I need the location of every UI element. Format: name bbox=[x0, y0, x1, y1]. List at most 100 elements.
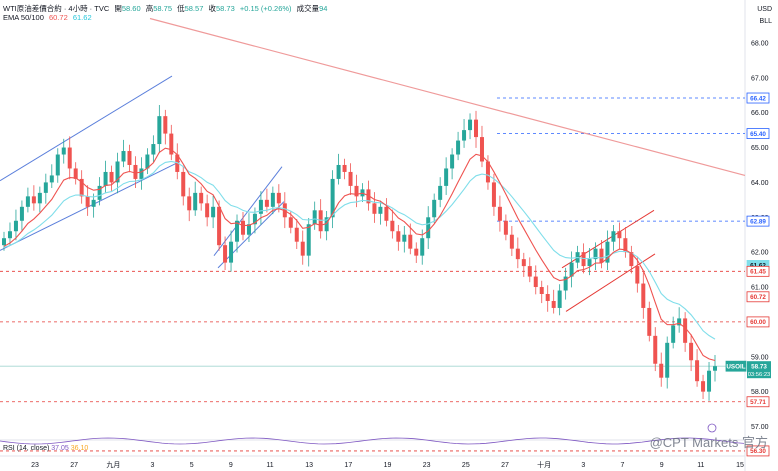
candle-body bbox=[300, 241, 305, 256]
candle-body bbox=[13, 220, 18, 232]
candle-body bbox=[85, 196, 90, 207]
symbol-badge-text: USOIL bbox=[726, 363, 745, 370]
ema50-line bbox=[3, 147, 716, 362]
high-value: 58.75 bbox=[153, 4, 172, 13]
candle-body bbox=[276, 192, 281, 204]
time-tick-label: 19 bbox=[384, 462, 392, 469]
rsi-line bbox=[0, 437, 745, 445]
blue-level-badge-box bbox=[746, 92, 770, 104]
candle-body bbox=[444, 168, 449, 186]
last-price-text: 58.73 bbox=[751, 363, 767, 370]
candle-body bbox=[294, 227, 299, 242]
candle-body bbox=[354, 185, 359, 197]
candle-body bbox=[264, 199, 269, 207]
red-level-badge-box bbox=[746, 265, 770, 277]
channel-lower-line bbox=[0, 161, 181, 251]
candle-body bbox=[342, 164, 347, 172]
time-tick-label: 23 bbox=[31, 462, 39, 469]
candle-body bbox=[402, 234, 407, 242]
price-tick-label: 64.00 bbox=[751, 180, 769, 187]
price-tick-label: 57.00 bbox=[751, 424, 769, 431]
time-tick-label: 11 bbox=[266, 462, 273, 469]
candle-body bbox=[115, 161, 120, 183]
candle-body bbox=[205, 203, 210, 218]
candle-body bbox=[581, 252, 586, 267]
candle-body bbox=[49, 175, 54, 183]
candle-body bbox=[103, 171, 108, 186]
candle-body bbox=[653, 335, 658, 364]
candle-body bbox=[671, 325, 676, 343]
blue-level-badge-text: 66.42 bbox=[750, 95, 766, 102]
time-tick-label: 7 bbox=[621, 462, 625, 469]
candle-body bbox=[109, 171, 114, 183]
candle-body bbox=[479, 137, 484, 162]
candle-body bbox=[336, 164, 341, 179]
candle-body bbox=[193, 192, 198, 211]
symbol-title: WTI原油差價合約 · 4小時 · TVC bbox=[3, 4, 110, 13]
time-tick-label: 3 bbox=[581, 462, 585, 469]
time-tick-label: 5 bbox=[190, 462, 194, 469]
candle-body bbox=[127, 151, 132, 165]
red-level-badge-text: 60.00 bbox=[750, 319, 766, 326]
candle-body bbox=[617, 231, 622, 239]
price-tick-label: 58.00 bbox=[751, 389, 769, 396]
candle-body bbox=[199, 192, 204, 204]
candle-body bbox=[545, 294, 550, 301]
candle-body bbox=[521, 259, 526, 267]
red-level-badge-text: 56.30 bbox=[750, 448, 766, 455]
close-value: 58.73 bbox=[215, 4, 235, 13]
price-tick-label: 62.00 bbox=[751, 250, 769, 257]
candle-body bbox=[348, 171, 353, 186]
candle-body bbox=[593, 248, 598, 260]
candle-body bbox=[599, 248, 604, 263]
candle-body bbox=[420, 238, 425, 256]
candle-body bbox=[97, 185, 102, 200]
red-level-badge-box bbox=[746, 396, 770, 408]
candle-body bbox=[515, 248, 520, 260]
candle-body bbox=[485, 161, 490, 183]
candle-body bbox=[139, 168, 144, 179]
candle-body bbox=[551, 300, 556, 308]
price-tick-label: 65.00 bbox=[751, 145, 769, 152]
price-tick-label: 61.00 bbox=[751, 285, 769, 292]
candle-body bbox=[25, 196, 30, 207]
red-level-badge-box bbox=[746, 316, 770, 328]
candle-body bbox=[491, 182, 496, 207]
blue-level-badge-box bbox=[746, 215, 770, 227]
candle-body bbox=[713, 366, 717, 371]
candle-body bbox=[61, 147, 66, 155]
candle-body bbox=[121, 151, 126, 162]
candle-body bbox=[223, 245, 228, 263]
rsi-value-1: 37.05 bbox=[51, 445, 69, 452]
candle-body bbox=[43, 182, 48, 193]
candle-body bbox=[539, 287, 544, 294]
time-tick-label: 25 bbox=[462, 462, 470, 469]
candle-body bbox=[569, 262, 574, 277]
candle-body bbox=[450, 154, 455, 169]
watermark-text: @CPT Markets 官方 bbox=[649, 435, 768, 450]
currency-unit: USD bbox=[757, 6, 772, 13]
candle-body bbox=[659, 363, 664, 378]
blue-level-badge-text: 65.40 bbox=[750, 131, 766, 138]
candle-body bbox=[246, 224, 251, 235]
time-tick-label: 十月 bbox=[537, 460, 551, 469]
small-channel-lower bbox=[217, 201, 285, 269]
time-tick-label: 11 bbox=[697, 462, 704, 469]
candle-body bbox=[462, 130, 467, 141]
candle-body bbox=[55, 154, 60, 176]
chart-header-ohlc: WTI原油差價合約 · 4小時 · TVC 開58.60 高58.75 低58.… bbox=[3, 3, 330, 14]
ema50-value: 60.72 bbox=[48, 13, 68, 22]
candle-body bbox=[2, 238, 6, 246]
candle-body bbox=[217, 206, 222, 246]
candle-body bbox=[330, 178, 335, 218]
candle-body bbox=[503, 220, 508, 235]
price-tick-label: 66.00 bbox=[751, 110, 769, 117]
candle-body bbox=[324, 217, 329, 232]
candle-body bbox=[707, 370, 712, 392]
candle-body bbox=[252, 213, 257, 225]
volume-value: 94 bbox=[319, 4, 328, 13]
low-value: 58.57 bbox=[184, 4, 204, 13]
ema-legend: EMA 50/100 60.72 61.62 bbox=[3, 13, 95, 22]
candle-body bbox=[438, 185, 443, 200]
